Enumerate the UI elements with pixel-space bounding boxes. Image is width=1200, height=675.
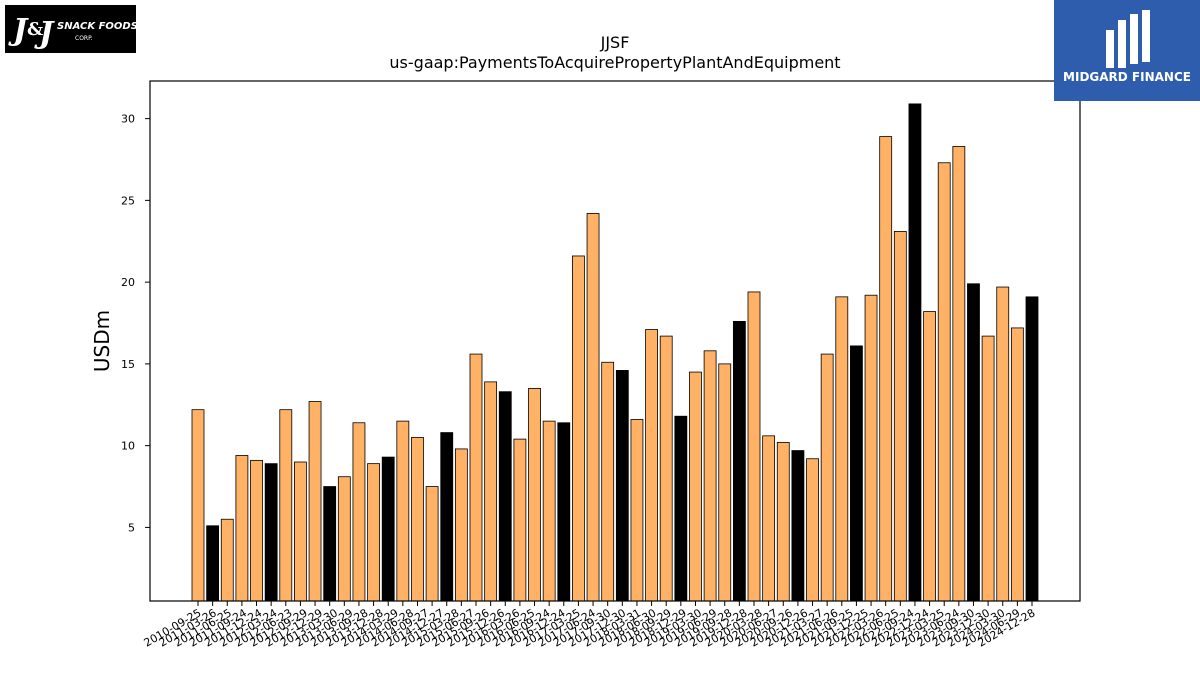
bar — [1010, 327, 1024, 602]
y-tick-label: 5 — [128, 521, 135, 534]
bar — [396, 420, 410, 602]
bar — [264, 463, 278, 602]
svg-text:SNACK FOODS: SNACK FOODS — [57, 21, 136, 32]
bar — [235, 455, 249, 602]
svg-text:J: J — [34, 16, 55, 51]
chart-title: JJSF — [600, 33, 630, 52]
bar — [762, 435, 776, 602]
y-tick-label: 10 — [121, 440, 135, 453]
bar — [674, 415, 688, 602]
y-tick-label: 30 — [121, 113, 135, 126]
y-tick-label: 25 — [121, 194, 135, 207]
bar — [337, 476, 351, 602]
bar — [718, 363, 732, 602]
bar — [381, 456, 395, 602]
x-ticks-group: 2010-09-252011-03-262011-06-252011-09-24… — [142, 601, 1038, 650]
bar — [557, 422, 571, 602]
bar — [732, 320, 746, 602]
bar — [659, 335, 673, 602]
y-axis-label: USDm — [90, 310, 114, 372]
bar — [937, 162, 951, 602]
bar — [484, 381, 498, 602]
bar — [469, 353, 483, 602]
bar — [981, 335, 995, 602]
bar — [820, 353, 834, 602]
bar — [689, 371, 702, 602]
bar — [601, 361, 615, 602]
y-ticks-group: 5 10 15 20 25 30 — [121, 113, 150, 534]
bar — [806, 458, 819, 602]
bar — [279, 409, 293, 602]
bar — [454, 448, 468, 602]
bar — [367, 463, 380, 602]
svg-text:J: J — [8, 13, 29, 48]
bar — [893, 231, 907, 602]
y-tick-label: 15 — [121, 358, 135, 371]
bar — [250, 459, 263, 602]
bar — [952, 146, 966, 602]
bar — [850, 345, 863, 602]
bars-group — [191, 103, 1039, 602]
svg-text:CORP.: CORP. — [75, 35, 93, 42]
bar — [791, 450, 805, 602]
bar — [586, 213, 600, 602]
bar — [425, 486, 439, 602]
bar — [645, 329, 658, 602]
y-tick-label: 20 — [121, 276, 135, 289]
bar — [498, 391, 512, 602]
bar — [352, 422, 366, 602]
svg-text:&: & — [27, 19, 43, 40]
bar — [411, 437, 424, 602]
bar — [323, 486, 337, 602]
bar — [220, 518, 234, 602]
bar — [513, 438, 527, 602]
jj-snack-foods-logo: J & J SNACK FOODS CORP. — [5, 5, 136, 53]
bar — [879, 136, 893, 602]
bar — [542, 420, 556, 602]
midgard-finance-logo: MIDGARD FINANCE — [1054, 0, 1200, 101]
bar — [1025, 296, 1039, 602]
bar — [294, 461, 307, 602]
bar — [206, 525, 220, 602]
bar — [528, 388, 541, 602]
bar — [703, 350, 717, 602]
bar — [967, 283, 980, 602]
bar — [996, 286, 1010, 602]
bar — [835, 296, 849, 602]
bar — [191, 409, 205, 602]
bar — [923, 311, 936, 602]
bar — [572, 255, 585, 602]
bar — [630, 419, 644, 602]
svg-text:MIDGARD FINANCE: MIDGARD FINANCE — [1063, 70, 1191, 84]
plot-frame — [149, 80, 1081, 602]
bar — [864, 294, 878, 602]
chart-subtitle: us-gaap:PaymentsToAcquirePropertyPlantAn… — [389, 53, 840, 72]
bar — [747, 291, 761, 602]
bar — [615, 370, 629, 602]
bar — [908, 103, 922, 602]
bar — [776, 441, 790, 602]
bar — [440, 432, 454, 602]
bar — [308, 401, 322, 602]
